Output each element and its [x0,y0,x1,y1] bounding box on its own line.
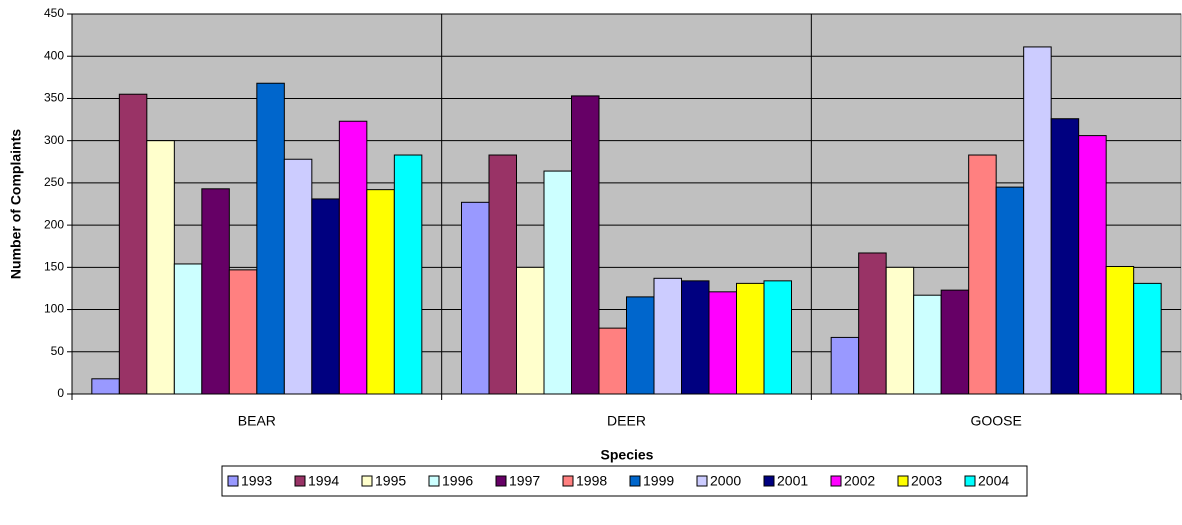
bar [393,154,423,395]
bar [461,201,490,395]
bar [858,252,887,395]
legend-swatch [495,475,507,487]
y-tick-label: 50 [51,344,65,358]
bar [708,291,737,395]
x-tick-label: BEAR [238,413,276,429]
legend-label: 1999 [643,473,674,489]
legend-swatch [696,475,708,487]
bar [366,189,395,395]
legend-label: 2000 [710,473,741,489]
bar [201,188,230,395]
bar [91,378,120,395]
legend-label: 2003 [911,473,942,489]
y-tick-label: 100 [44,302,64,316]
bar [146,140,175,395]
legend-swatch [629,475,641,487]
y-tick-label: 200 [44,217,64,231]
bar [173,263,203,395]
bar [653,277,682,395]
y-tick-label: 450 [44,6,64,20]
bar [1050,118,1080,395]
legend-label: 1997 [509,473,540,489]
bar [338,120,368,395]
y-tick-label: 350 [44,91,64,105]
bar [1078,135,1107,395]
x-tick-label: DEER [607,413,646,429]
y-tick-label: 0 [57,386,64,400]
bar [913,294,942,395]
bar [516,266,545,395]
y-axis-label: Number of Complaints [8,129,24,279]
bar [681,280,710,395]
legend-swatch [964,475,976,487]
bar [626,296,655,395]
bar [1023,46,1052,395]
bar [763,280,792,395]
legend-label: 1993 [241,473,272,489]
bar [571,95,600,395]
legend-swatch [763,475,775,487]
y-tick-label: 250 [44,175,64,189]
legend-label: 2001 [777,473,808,489]
legend-label: 2002 [844,473,875,489]
bar [968,154,997,395]
bar [283,158,313,395]
legend-swatch [830,475,842,487]
bar [830,336,860,395]
legend-swatch [227,475,239,487]
bar [736,282,765,395]
y-tick-label: 150 [44,260,64,274]
bar [228,269,258,395]
bar [256,82,285,395]
bar [885,266,915,395]
legend-swatch [294,475,306,487]
bar [543,170,572,395]
bar [1105,265,1135,395]
y-tick-label: 400 [44,48,64,62]
bar [598,327,627,395]
bar [1133,282,1162,395]
bar [995,186,1025,395]
legend-label: 1996 [442,473,473,489]
bar [940,289,970,395]
legend-label: 1998 [576,473,607,489]
legend-swatch [562,475,574,487]
legend [221,465,1028,497]
bar [488,154,517,395]
bar [118,93,148,395]
x-tick-label: GOOSE [970,413,1021,429]
bar [311,198,340,395]
legend-swatch [428,475,440,487]
legend-label: 1994 [308,473,339,489]
x-axis-label: Species [601,447,654,463]
legend-label: 2004 [978,473,1009,489]
legend-label: 1995 [375,473,406,489]
legend-swatch [361,475,373,487]
y-tick-label: 300 [44,133,64,147]
legend-swatch [897,475,909,487]
